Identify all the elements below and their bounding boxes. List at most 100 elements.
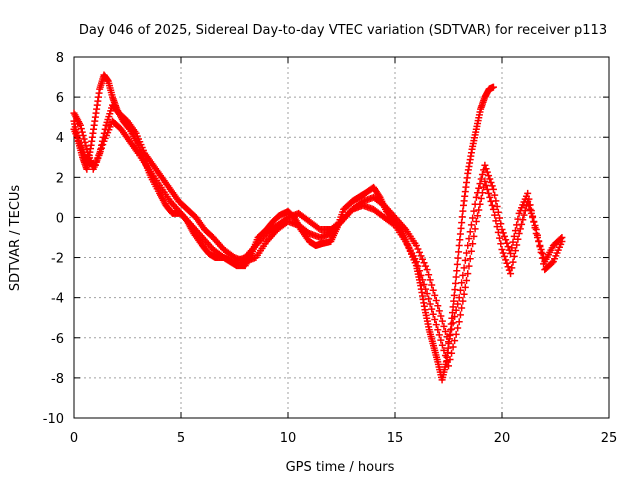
- data-point-interp: [425, 271, 433, 279]
- data-point: [481, 161, 489, 169]
- data-point-interp: [469, 214, 477, 222]
- data-point-interp: [483, 185, 491, 193]
- data-point-interp: [502, 236, 510, 244]
- data-point-interp: [467, 221, 475, 229]
- data-point-interp: [476, 200, 484, 208]
- data-point-interp: [499, 249, 507, 257]
- data-point-interp: [449, 319, 457, 327]
- x-tick-label: 10: [280, 431, 297, 446]
- data-point-interp: [500, 252, 508, 260]
- y-tick-label: 8: [56, 51, 64, 66]
- data-point-interp: [438, 317, 446, 325]
- data-point-interp: [463, 249, 471, 257]
- x-tick-label: 5: [177, 431, 185, 446]
- data-point-interp: [420, 280, 428, 288]
- data-point: [455, 318, 463, 326]
- data-point: [532, 225, 540, 233]
- data-point-interp: [461, 256, 469, 264]
- data-point-interp: [429, 310, 437, 318]
- data-point-interp: [431, 291, 439, 299]
- data-point-interp: [525, 201, 533, 209]
- data-point-interp: [491, 211, 499, 219]
- y-tick-label: 2: [56, 171, 64, 186]
- data-point-interp: [521, 207, 529, 215]
- data-point: [464, 242, 472, 250]
- data-point-interp: [497, 240, 505, 248]
- data-point-interp: [491, 191, 499, 199]
- y-tick-label: 4: [56, 131, 64, 146]
- data-point-interp: [80, 135, 88, 143]
- data-point-interp: [478, 189, 486, 197]
- data-point-interp: [78, 128, 86, 136]
- data-point-interp: [451, 313, 459, 321]
- data-point-interp: [509, 238, 517, 246]
- data-point-interp: [536, 243, 544, 251]
- data-point-interp: [529, 213, 537, 221]
- data-point-interp: [79, 132, 87, 140]
- data-point-interp: [95, 151, 103, 159]
- data-point-interp: [485, 189, 493, 197]
- data-point-interp: [463, 276, 471, 284]
- data-point-interp: [487, 197, 495, 205]
- data-point-interp: [417, 271, 425, 279]
- x-tick-label: 25: [601, 431, 618, 446]
- data-point-interp: [508, 264, 516, 272]
- data-point-interp: [500, 232, 508, 240]
- data-point-interp: [456, 311, 464, 319]
- y-tick-label: -4: [51, 292, 64, 307]
- series-track-2: [70, 101, 566, 346]
- data-point-interp: [422, 285, 430, 293]
- data-point-interp: [511, 227, 519, 235]
- data-point-interp: [414, 262, 422, 270]
- x-axis-label: GPS time / hours: [286, 460, 395, 475]
- data-point-interp: [99, 141, 107, 149]
- data-point-interp: [460, 290, 468, 298]
- data-point-interp: [487, 178, 495, 186]
- data-point-interp: [535, 237, 543, 245]
- data-point-interp: [415, 267, 423, 275]
- data-point: [76, 121, 84, 129]
- data-point-interp: [451, 337, 459, 345]
- data-point-interp: [454, 254, 462, 262]
- data-point-interp: [432, 321, 440, 329]
- data-point-interp: [477, 195, 485, 203]
- data-point: [524, 189, 532, 197]
- data-point-interp: [503, 239, 511, 247]
- data-point: [481, 177, 489, 185]
- data-point: [423, 290, 431, 298]
- data-point-interp: [492, 217, 500, 225]
- data-point-interp: [508, 244, 516, 252]
- grid-lines: [74, 57, 609, 418]
- data-point-interp: [441, 352, 449, 360]
- y-tick-label: 0: [56, 211, 64, 226]
- data-point-interp: [526, 205, 534, 213]
- data-point-interp: [446, 356, 454, 364]
- data-point-interp: [478, 170, 486, 178]
- data-point-interp: [426, 300, 434, 308]
- data-point-interp: [98, 144, 106, 152]
- data-point-interp: [440, 346, 448, 354]
- data-point: [472, 217, 480, 225]
- data-point-interp: [452, 279, 460, 287]
- data-point-interp: [504, 263, 512, 271]
- y-tick-label: -2: [51, 252, 64, 267]
- axis-ticks: [73, 56, 610, 419]
- data-point-interp: [420, 259, 428, 267]
- data-point-interp: [485, 172, 493, 180]
- data-point-interp: [448, 349, 456, 357]
- data-point: [423, 266, 431, 274]
- data-point-interp: [448, 325, 456, 333]
- y-axis-label: SDTVAR / TECUs: [8, 185, 23, 292]
- y-tick-label: -10: [43, 412, 64, 427]
- series-track-3: [70, 117, 566, 370]
- data-point-interp: [511, 247, 519, 255]
- x-tick-label: 20: [494, 431, 511, 446]
- data-point-interp: [437, 312, 445, 320]
- data-point-interp: [474, 212, 482, 220]
- data-point-interp: [414, 245, 422, 253]
- data-point-interp: [454, 324, 462, 332]
- data-point-interp: [475, 184, 483, 192]
- data-point: [515, 229, 523, 237]
- data-point: [445, 362, 452, 370]
- data-point-interp: [518, 220, 526, 228]
